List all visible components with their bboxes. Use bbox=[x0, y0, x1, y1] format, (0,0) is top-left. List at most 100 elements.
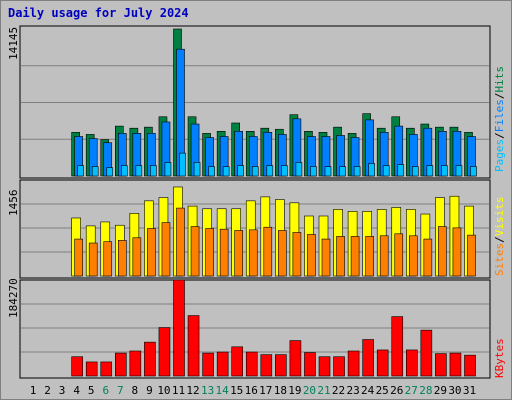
bar-sites-30 bbox=[452, 227, 462, 277]
x-label-day-10: 10 bbox=[157, 384, 170, 397]
x-label-day-13: 13 bbox=[201, 384, 214, 397]
bar-kbytes-6 bbox=[100, 361, 113, 377]
x-label-day-11: 11 bbox=[172, 384, 185, 397]
bar-pages-9 bbox=[150, 165, 157, 177]
bar-sites-8 bbox=[132, 237, 142, 277]
bar-sites-19 bbox=[292, 232, 302, 277]
bar-sites-26 bbox=[394, 233, 404, 277]
bar-pages-29 bbox=[441, 165, 448, 177]
bar-pages-31 bbox=[470, 166, 477, 177]
bar-kbytes-21 bbox=[318, 356, 331, 377]
bar-kbytes-9 bbox=[144, 341, 156, 377]
visits-y-tick-label: 1456 bbox=[7, 190, 20, 217]
bar-pages-10 bbox=[164, 162, 172, 177]
bar-pages-26 bbox=[397, 164, 405, 177]
bar-kbytes-14 bbox=[216, 351, 229, 377]
bar-kbytes-27 bbox=[405, 349, 418, 377]
bar-pages-14 bbox=[222, 166, 230, 177]
x-label-day-18: 18 bbox=[274, 384, 287, 397]
x-label-day-6: 6 bbox=[102, 384, 109, 397]
bar-sites-11 bbox=[176, 207, 185, 277]
legend-visits: Visits bbox=[493, 197, 506, 237]
x-label-day-26: 26 bbox=[390, 384, 403, 397]
bar-kbytes-5 bbox=[85, 361, 98, 377]
legend-sep-3: / bbox=[493, 236, 506, 243]
bar-kbytes-8 bbox=[129, 350, 142, 377]
bar-sites-4 bbox=[74, 238, 83, 277]
bar-pages-16 bbox=[251, 166, 259, 177]
bar-pages-12 bbox=[193, 162, 201, 177]
bar-pages-11 bbox=[179, 152, 186, 177]
legend-sites: Sites bbox=[493, 243, 506, 276]
bar-pages-17 bbox=[266, 165, 274, 177]
bar-sites-20 bbox=[307, 234, 316, 277]
bar-kbytes-20 bbox=[304, 352, 316, 377]
x-label-day-23: 23 bbox=[346, 384, 359, 397]
hits-y-tick-label: 14145 bbox=[7, 27, 20, 60]
bars bbox=[71, 28, 477, 377]
x-label-day-19: 19 bbox=[288, 384, 301, 397]
x-label-day-31: 31 bbox=[463, 384, 476, 397]
bar-pages-6 bbox=[106, 167, 114, 177]
x-label-day-21: 21 bbox=[317, 384, 330, 397]
kbytes-y-tick-label: 184270 bbox=[7, 278, 20, 318]
bar-kbytes-13 bbox=[202, 352, 214, 377]
bar-sites-7 bbox=[118, 240, 127, 277]
bar-sites-22 bbox=[336, 236, 345, 277]
bar-kbytes-19 bbox=[289, 340, 302, 377]
bar-pages-5 bbox=[91, 166, 99, 177]
bar-kbytes-10 bbox=[158, 327, 171, 377]
bar-kbytes-17 bbox=[260, 354, 273, 377]
bar-kbytes-24 bbox=[362, 339, 374, 377]
bar-pages-25 bbox=[382, 165, 390, 177]
bar-sites-6 bbox=[103, 241, 113, 277]
bar-sites-27 bbox=[408, 235, 418, 277]
bar-kbytes-16 bbox=[245, 351, 258, 377]
bar-sites-21 bbox=[321, 238, 331, 277]
x-label-day-2: 2 bbox=[44, 384, 51, 397]
bar-kbytes-7 bbox=[115, 352, 127, 377]
bar-sites-13 bbox=[205, 228, 214, 277]
bar-sites-17 bbox=[263, 226, 273, 277]
x-label-day-16: 16 bbox=[245, 384, 258, 397]
bar-sites-15 bbox=[234, 230, 243, 277]
bar-pages-4 bbox=[77, 165, 84, 177]
legend-pages: Pages bbox=[493, 139, 506, 172]
bar-sites-9 bbox=[147, 228, 156, 277]
bar-kbytes-4 bbox=[71, 356, 83, 377]
x-label-day-25: 25 bbox=[376, 384, 389, 397]
bar-sites-16 bbox=[248, 229, 258, 277]
x-label-day-4: 4 bbox=[73, 384, 80, 397]
bar-sites-10 bbox=[161, 222, 171, 277]
bar-pages-20 bbox=[310, 166, 317, 177]
chart-title: Daily usage for July 2024 bbox=[8, 6, 189, 20]
visits-legend: Sites/Visits bbox=[493, 197, 506, 277]
bar-kbytes-29 bbox=[435, 353, 447, 377]
bar-kbytes-31 bbox=[464, 354, 476, 377]
bar-sites-28 bbox=[423, 238, 433, 277]
bar-sites-25 bbox=[379, 235, 389, 277]
bar-pages-30 bbox=[455, 165, 463, 177]
bar-pages-28 bbox=[426, 165, 434, 177]
bar-pages-24 bbox=[368, 163, 375, 177]
x-label-day-14: 14 bbox=[216, 384, 230, 397]
x-label-day-12: 12 bbox=[186, 384, 199, 397]
bar-sites-14 bbox=[219, 228, 229, 277]
bar-sites-18 bbox=[278, 230, 287, 277]
bar-kbytes-25 bbox=[376, 349, 389, 377]
x-axis-labels: 1 2 3 4 5 6 7 8 9 10 11 12 13 14 15 16 17 18 19 20 21 22 23 24 2… bbox=[30, 384, 476, 397]
bar-kbytes-26 bbox=[391, 316, 404, 377]
bar-kbytes-22 bbox=[333, 356, 345, 377]
x-label-day-1: 1 bbox=[30, 384, 37, 397]
bar-kbytes-15 bbox=[231, 346, 243, 377]
bar-sites-24 bbox=[365, 236, 374, 277]
bar-pages-8 bbox=[135, 165, 143, 177]
x-label-day-29: 29 bbox=[434, 384, 447, 397]
bar-pages-7 bbox=[121, 165, 128, 177]
legend-files: Files bbox=[493, 99, 506, 132]
x-label-day-5: 5 bbox=[88, 384, 95, 397]
kbytes-legend: KBytes bbox=[493, 338, 506, 378]
bar-pages-27 bbox=[411, 166, 419, 177]
bar-kbytes-12 bbox=[187, 315, 200, 377]
bar-kbytes-18 bbox=[275, 354, 287, 377]
